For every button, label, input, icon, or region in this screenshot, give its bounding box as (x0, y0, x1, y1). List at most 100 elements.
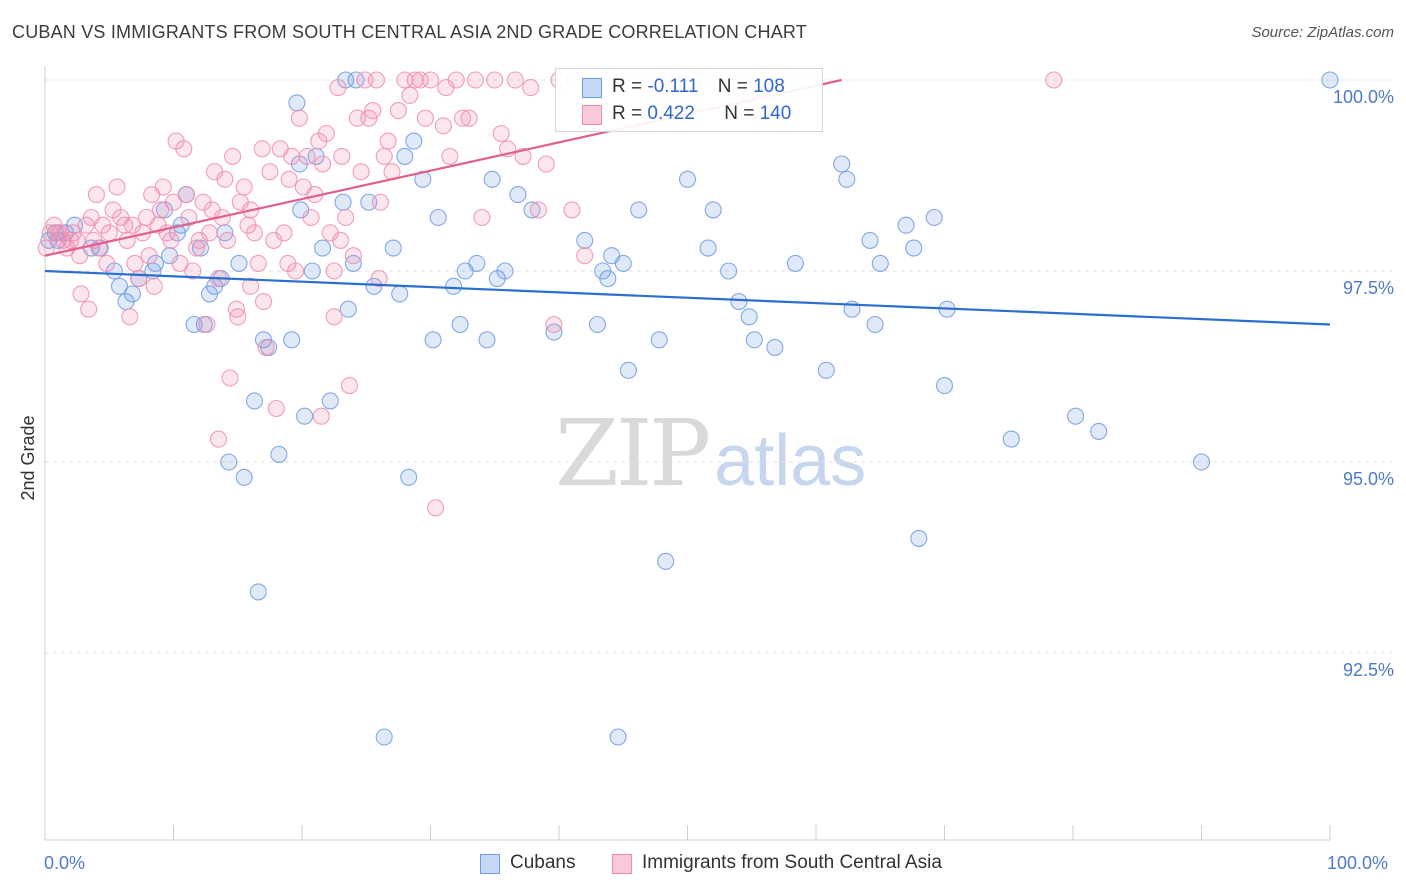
cubans-point (576, 231, 594, 249)
south-central-asia-point (506, 71, 524, 89)
cubans-point (123, 285, 141, 303)
cubans-point (288, 94, 306, 112)
cubans-point (766, 338, 784, 356)
cubans-point (249, 583, 267, 601)
chart-title: CUBAN VS IMMIGRANTS FROM SOUTH CENTRAL A… (12, 22, 807, 42)
correlation-legend: R = -0.111 N = 108 R = 0.422 N = 140 (555, 68, 823, 132)
south-central-asia-point (184, 262, 202, 280)
cubans-point (1002, 430, 1020, 448)
south-central-asia-point (364, 102, 382, 120)
cubans-point (451, 315, 469, 334)
cubans-point (609, 728, 627, 746)
cubans-point (614, 254, 632, 272)
south-central-asia-point (154, 178, 172, 196)
cubans-point (817, 361, 835, 379)
cubans-point (220, 453, 238, 471)
cubans-point (866, 315, 884, 334)
cubans-point (704, 201, 722, 219)
cubans-point (296, 407, 314, 425)
legend-r-label: R = (612, 103, 648, 124)
south-central-asia-point (401, 86, 419, 104)
south-central-asia-point (454, 109, 472, 127)
south-central-asia-point (406, 71, 424, 89)
south-central-asia-point (267, 399, 285, 418)
south-central-asia-point (126, 254, 144, 272)
south-central-asia-point (100, 224, 118, 242)
south-central-asia-point (224, 147, 242, 165)
cubans-point (1067, 407, 1085, 425)
cubans-point (630, 201, 648, 219)
south-central-asia-point (253, 140, 271, 158)
south-central-asia-point (486, 71, 504, 89)
south-central-asia-point (216, 170, 234, 188)
south-central-asia-point (72, 285, 90, 303)
south-central-asia-point (242, 277, 260, 295)
south-central-asia-point (145, 277, 163, 295)
south-central-asia-point (118, 231, 136, 249)
cubans-point (910, 529, 928, 547)
series-legend: Cubans Immigrants from South Central Asi… (0, 852, 1406, 878)
south-central-asia-point (254, 293, 273, 311)
cubans-point (400, 468, 418, 486)
cubans-point (360, 193, 378, 211)
cubans-point (429, 208, 447, 227)
south-central-asia-point (171, 254, 189, 272)
south-central-asia-point (218, 231, 237, 249)
south-central-asia-point (545, 315, 563, 334)
cubans-point (509, 186, 527, 204)
cubans-point (730, 293, 748, 311)
y-tick-label: 97.5% (1342, 278, 1394, 298)
south-central-asia-point (473, 208, 491, 227)
source-credit: Source: ZipAtlas.com (1251, 24, 1394, 41)
south-central-asia-point (344, 247, 362, 265)
cubans-point (897, 216, 915, 234)
south-central-asia-point (121, 308, 139, 326)
south-central-asia-point (396, 71, 414, 89)
cubans-point (745, 331, 763, 349)
south-central-asia-point (287, 262, 305, 280)
legend-n-label: N = (724, 103, 760, 124)
cubans-point (334, 193, 352, 211)
south-central-asia-point (317, 124, 335, 143)
south-central-asia-point (175, 140, 193, 158)
south-central-asia-point (209, 430, 228, 448)
south-central-asia-point (314, 155, 332, 173)
data-points (37, 71, 1339, 746)
south-central-asia-point (529, 201, 547, 219)
cubans-point (483, 170, 501, 188)
x-tick-label: 100.0% (1327, 853, 1389, 873)
cubans-point (185, 315, 203, 334)
cubans-point (384, 239, 402, 257)
south-central-asia-point (325, 308, 343, 326)
south-central-asia-point (411, 71, 429, 89)
south-central-asia-point (290, 109, 308, 127)
south-central-asia-point (437, 79, 455, 97)
legend-swatch-pink (612, 854, 632, 874)
cubans-point (270, 445, 288, 463)
legend-item-cubans: Cubans (480, 852, 576, 874)
cubans-point (838, 170, 856, 188)
south-central-asia-point (152, 201, 170, 219)
legend-swatch-blue (480, 854, 500, 874)
cubans-point (478, 331, 496, 349)
legend-n-value: 108 (753, 76, 785, 97)
legend-swatch-blue (582, 78, 602, 98)
south-central-asia-point (249, 254, 267, 272)
legend-row-cubans: R = -0.111 N = 108 (582, 76, 785, 98)
south-central-asia-point (352, 163, 370, 181)
south-central-asia-point (337, 208, 355, 227)
cubans-point (905, 239, 923, 257)
south-central-asia-point (140, 247, 158, 265)
south-central-asia-point (367, 71, 386, 89)
cubans-point (786, 254, 804, 272)
south-central-asia-point (283, 147, 301, 165)
cubans-point (935, 377, 954, 395)
south-central-asia-point (492, 124, 510, 143)
axes (44, 66, 1331, 841)
south-central-asia-point (389, 102, 407, 120)
south-central-asia-point (180, 208, 198, 227)
cubans-point (619, 361, 637, 379)
cubans-point (339, 300, 357, 318)
y-tick-label: 100.0% (1332, 87, 1394, 107)
